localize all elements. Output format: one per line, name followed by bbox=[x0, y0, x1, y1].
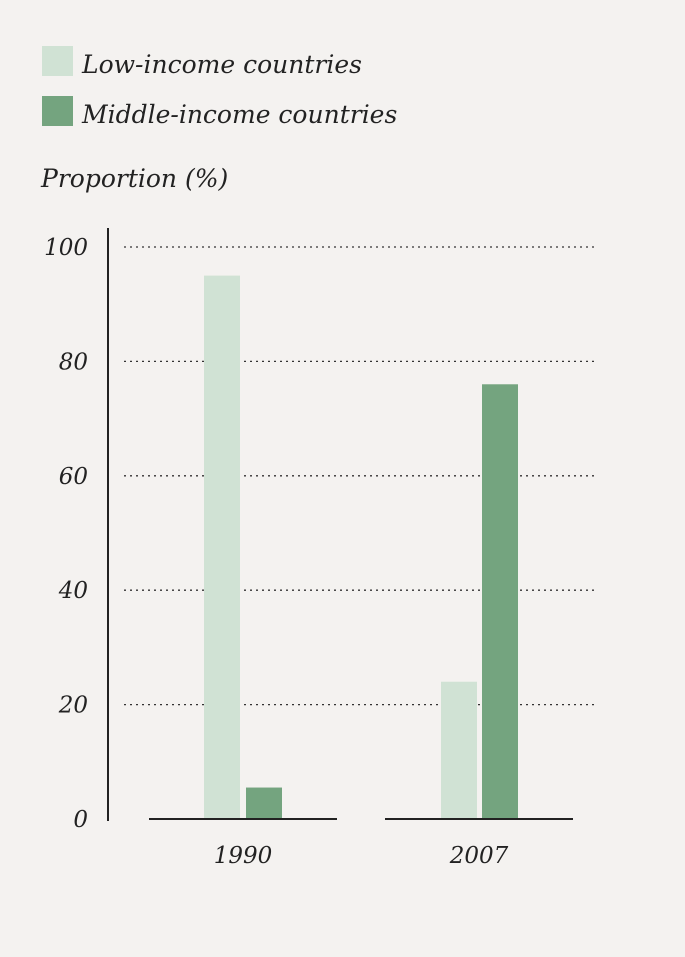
y-tick-label-60: 60 bbox=[59, 464, 88, 490]
y-tick-label-0: 0 bbox=[73, 807, 88, 833]
bar-2007-middle-income bbox=[482, 384, 518, 819]
bar-layer bbox=[204, 275, 518, 820]
label-layer: 0 20 40 60 80 100 1990 2007 bbox=[44, 235, 509, 869]
y-axis-label: Proportion (%) bbox=[41, 164, 229, 193]
x-tick-label-2007: 2007 bbox=[449, 843, 509, 869]
axis-layer bbox=[107, 228, 573, 821]
bar-1990-low-income bbox=[204, 275, 240, 820]
y-tick-label-20: 20 bbox=[58, 693, 88, 719]
y-tick-label-100: 100 bbox=[44, 235, 88, 261]
legend-swatch-low-income bbox=[42, 46, 73, 76]
y-tick-label-80: 80 bbox=[59, 349, 88, 375]
y-tick-label-40: 40 bbox=[58, 578, 88, 604]
bar-2007-low-income bbox=[441, 681, 477, 819]
bar-1990-middle-income bbox=[246, 787, 282, 819]
x-tick-label-1990: 1990 bbox=[214, 843, 273, 869]
legend-label-low-income: Low-income countries bbox=[82, 50, 362, 79]
legend-label-middle-income: Middle-income countries bbox=[82, 100, 398, 129]
legend-swatch-middle-income bbox=[42, 96, 73, 126]
grid-layer bbox=[124, 246, 597, 706]
